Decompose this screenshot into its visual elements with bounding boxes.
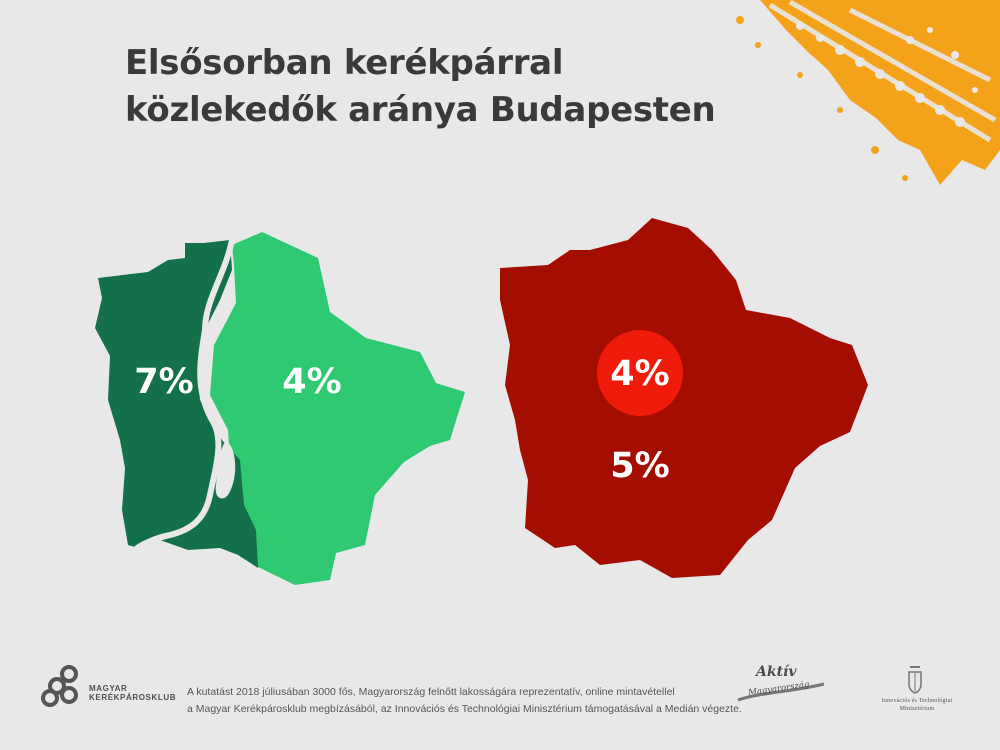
- ministry-logo-text: Innovációs és Technológiai Minisztérium: [881, 698, 953, 712]
- outer-districts-percentage: 5%: [610, 446, 670, 486]
- inner-city-circle: [597, 330, 683, 416]
- title-line-2: közlekedők aránya Budapesten: [125, 90, 716, 130]
- survey-note-line-2: a Magyar Kerékpárosklub megbízásából, az…: [187, 703, 742, 715]
- survey-note: A kutatást 2018 júliusában 3000 fős, Mag…: [187, 684, 742, 718]
- orange-tire-track-decoration: [736, 0, 1000, 185]
- aktiv-logo-title: Aktív: [756, 664, 797, 680]
- coat-of-arms-icon: [908, 666, 922, 694]
- budapest-maps: [95, 218, 868, 585]
- danube-island: [215, 440, 236, 499]
- kerekparosklub-logo-icon: [41, 665, 78, 707]
- survey-note-line-1: A kutatást 2018 júliusában 3000 fős, Mag…: [187, 686, 675, 698]
- page-title: Elsősorban kerékpárral közlekedők aránya…: [125, 40, 716, 134]
- aktiv-magyarorszag-logo-icon: [737, 682, 825, 702]
- map-pest-region: [210, 232, 465, 585]
- map-budapest-whole: [500, 218, 868, 578]
- pest-percentage: 4%: [282, 362, 342, 402]
- title-line-1: Elsősorban kerékpárral: [125, 43, 564, 83]
- kerekparosklub-logo-text: MAGYAR KERÉKPÁROSKLUB: [89, 684, 177, 702]
- danube-river: [132, 239, 235, 553]
- inner-city-percentage: 4%: [610, 354, 670, 394]
- buda-percentage: 7%: [134, 362, 194, 402]
